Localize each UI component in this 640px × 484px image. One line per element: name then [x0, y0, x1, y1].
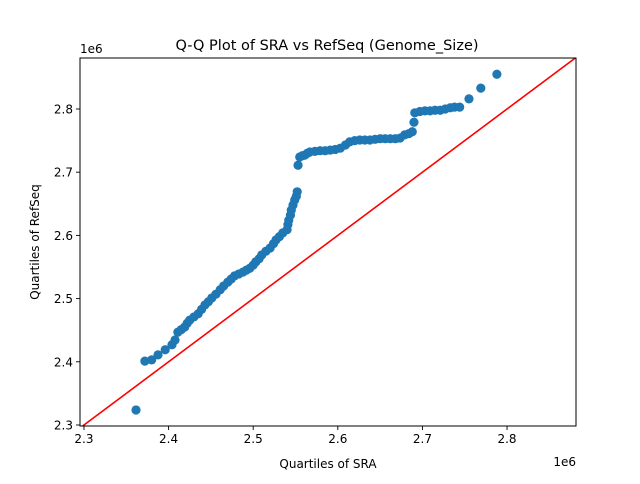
chart-title: Q-Q Plot of SRA vs RefSeq (Genome_Size): [175, 38, 478, 54]
x-axis-label: Quartiles of SRA: [279, 457, 377, 471]
data-point: [170, 335, 180, 345]
data-point: [292, 187, 302, 197]
data-point: [492, 69, 502, 79]
x-tick-label: 2.8: [497, 432, 516, 446]
data-point: [455, 102, 465, 112]
data-point: [153, 350, 163, 360]
data-point: [160, 345, 170, 355]
data-point: [464, 94, 474, 104]
data-point: [147, 355, 157, 365]
y-tick-label: 2.4: [54, 355, 73, 369]
data-point: [409, 117, 419, 127]
x-tick-label: 2.5: [244, 432, 263, 446]
data-point: [293, 160, 303, 170]
x-offset-label: 1e6: [553, 455, 576, 469]
y-tick-label: 2.6: [54, 229, 73, 243]
y-tick-label: 2.8: [54, 103, 73, 117]
y-offset-label: 1e6: [80, 42, 103, 56]
x-tick-label: 2.4: [159, 432, 178, 446]
plot-frame: [79, 57, 577, 427]
y-tick-label: 2.3: [54, 418, 73, 432]
data-point: [407, 127, 417, 137]
data-point: [131, 405, 141, 415]
x-tick-label: 2.3: [74, 432, 93, 446]
y-tick-label: 2.5: [54, 292, 73, 306]
x-tick-label: 2.7: [413, 432, 432, 446]
y-tick-label: 2.7: [54, 166, 73, 180]
x-tick-label: 2.6: [328, 432, 347, 446]
y-axis-label: Quartiles of RefSeq: [28, 184, 42, 300]
data-point: [476, 83, 486, 93]
